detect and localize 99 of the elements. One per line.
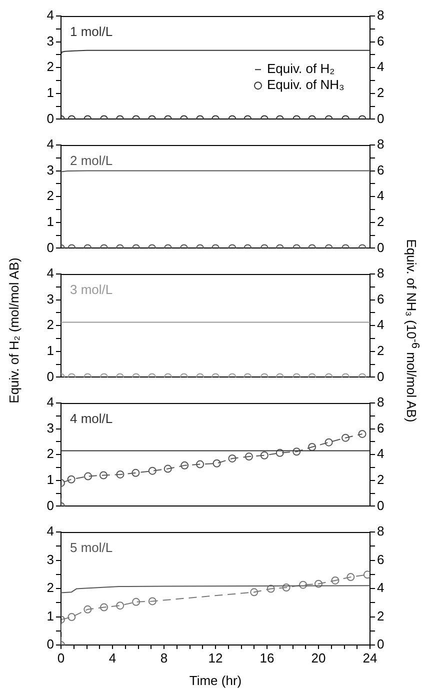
y-tick-label: 4: [46, 266, 54, 281]
y-tick-label: 2: [46, 317, 54, 332]
point: [132, 598, 140, 606]
y-tick-label: 1: [46, 608, 54, 624]
y2-tick-label: 0: [377, 498, 384, 513]
point: [148, 597, 156, 606]
y-tick-label: 4: [46, 394, 54, 410]
y-tick-label: 0: [46, 110, 54, 126]
x-tick-label: 0: [57, 650, 65, 666]
x-tick-label: 4: [108, 650, 116, 666]
y-tick-label: 4: [46, 8, 54, 23]
y-tick-label: 3: [46, 33, 54, 48]
y2-tick-label: 0: [377, 368, 384, 384]
y-tick-label: 2: [46, 59, 54, 74]
legend-label: Equiv. of NH₃: [267, 77, 344, 92]
y-tick-label: 0: [46, 498, 54, 513]
point: [148, 466, 156, 475]
text: 4 mol/L: [70, 411, 113, 426]
point: [132, 468, 140, 477]
y2-tick-label: 8: [377, 524, 384, 539]
x-tick-label: 16: [260, 650, 274, 666]
y2-tick-label: 0: [377, 110, 384, 126]
y2-tick-label: 4: [377, 59, 384, 74]
y2-tick-label: 6: [377, 33, 384, 48]
point: [324, 438, 333, 446]
x-tick-label: 24: [362, 650, 378, 666]
y2-tick-label: 6: [377, 552, 384, 567]
point: [228, 454, 236, 462]
x-tick-label: 20: [311, 650, 326, 666]
y2-tick-label: 2: [377, 608, 384, 624]
point: [116, 602, 124, 610]
y-tick-label: 0: [46, 240, 54, 255]
y-tick-label: 2: [46, 188, 54, 204]
point: [196, 460, 204, 468]
point: [314, 580, 322, 588]
point: [308, 442, 316, 451]
y-tick-label: 3: [46, 420, 54, 436]
point: [84, 605, 92, 614]
point: [346, 573, 355, 582]
point: [260, 451, 268, 460]
y2-tick-label: 4: [377, 317, 384, 332]
point: [266, 584, 275, 593]
text: 5 mol/L: [70, 540, 113, 555]
point: [212, 459, 221, 468]
y2-tick-label: 8: [377, 394, 384, 410]
y2-tick-label: 6: [377, 291, 384, 306]
y-tick-label: 3: [46, 162, 54, 178]
y2-tick-label: 2: [377, 84, 384, 100]
y2-tick-label: 4: [377, 580, 384, 596]
y2-tick-label: 6: [377, 162, 384, 178]
point: [250, 588, 258, 596]
text: 1 mol/L: [70, 24, 113, 39]
point: [99, 471, 108, 480]
point: [180, 461, 189, 470]
y-tick-label: 4: [46, 524, 54, 539]
point: [244, 452, 253, 461]
x-axis-title: Time (hr): [189, 672, 242, 688]
point: [363, 570, 370, 579]
y-tick-label: 1: [46, 214, 54, 229]
text: 2 mol/L: [70, 153, 113, 168]
y2-tick-label: 8: [377, 136, 384, 152]
x-tick-label: 8: [160, 650, 168, 666]
y-tick-label: 0: [46, 636, 54, 652]
point: [358, 430, 366, 438]
y2-tick-label: 4: [377, 188, 384, 204]
point: [282, 584, 290, 592]
y-tick-label: 3: [46, 552, 54, 567]
y2-tick-label: 6: [377, 420, 384, 436]
legend-label: Equiv. of H₂: [267, 61, 335, 76]
y2-tick-label: 2: [377, 342, 384, 358]
y-tick-label: 1: [46, 472, 54, 487]
y-tick-label: 3: [46, 291, 54, 306]
point: [164, 464, 172, 473]
point: [67, 475, 76, 484]
y2-tick-label: 8: [377, 8, 384, 23]
y2-tick-label: 0: [377, 636, 384, 652]
y-tick-label: 1: [46, 342, 54, 358]
point: [276, 448, 284, 457]
point: [100, 603, 108, 612]
y-tick-label: 1: [46, 84, 54, 100]
y-tick-label: 2: [46, 580, 54, 596]
point: [116, 470, 124, 478]
point: [292, 448, 301, 456]
x-tick-label: 12: [208, 650, 223, 666]
y2-tick-label: 8: [377, 266, 384, 281]
point: [84, 472, 92, 480]
point: [331, 576, 340, 584]
y-tick-label: 2: [46, 446, 54, 462]
y2-tick-label: 2: [377, 472, 384, 487]
text: 3 mol/L: [70, 282, 113, 297]
y-tick-label: 0: [46, 368, 54, 384]
point: [68, 613, 76, 622]
point: [299, 580, 308, 589]
point: [342, 434, 350, 442]
y-axis-title: Equiv. of H₂ (mol/mol AB): [6, 257, 22, 403]
y2-tick-label: 2: [377, 214, 384, 229]
y2-tick-label: 0: [377, 240, 384, 255]
y2-tick-label: 4: [377, 446, 384, 462]
y-tick-label: 4: [46, 136, 54, 152]
